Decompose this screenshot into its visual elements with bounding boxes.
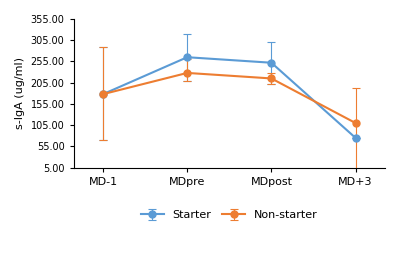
Y-axis label: s-IgA (ug/ml): s-IgA (ug/ml) (15, 57, 25, 129)
Legend: Starter, Non-starter: Starter, Non-starter (137, 206, 322, 225)
